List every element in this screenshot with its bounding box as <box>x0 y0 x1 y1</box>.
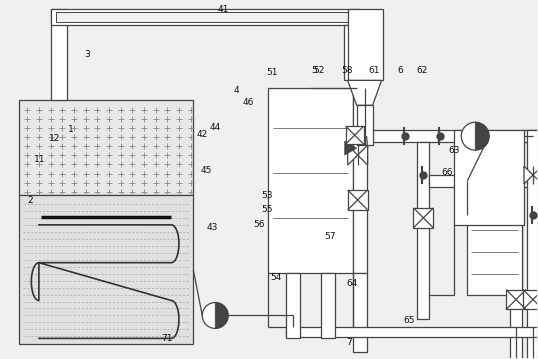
Text: 71: 71 <box>161 334 173 343</box>
Text: 42: 42 <box>196 130 208 139</box>
Bar <box>346 126 364 144</box>
Bar <box>454 130 524 225</box>
Polygon shape <box>348 80 381 105</box>
Polygon shape <box>533 166 538 184</box>
Polygon shape <box>475 122 489 150</box>
Polygon shape <box>215 303 228 328</box>
Text: 6: 6 <box>398 66 403 75</box>
Bar <box>353 272 366 352</box>
Polygon shape <box>348 145 358 165</box>
Polygon shape <box>524 166 533 184</box>
Bar <box>467 215 522 294</box>
Circle shape <box>461 122 489 150</box>
Text: 44: 44 <box>210 123 221 132</box>
Text: 4: 4 <box>234 85 239 95</box>
Bar <box>51 9 359 25</box>
Bar <box>51 9 67 100</box>
Text: 57: 57 <box>324 232 336 241</box>
Text: 65: 65 <box>404 316 415 325</box>
Bar <box>527 130 538 359</box>
Bar <box>417 142 429 320</box>
Bar <box>56 11 353 22</box>
Polygon shape <box>358 145 367 165</box>
Polygon shape <box>345 141 357 155</box>
Text: 46: 46 <box>243 98 254 107</box>
Text: 1: 1 <box>68 125 74 134</box>
Text: 64: 64 <box>346 279 358 288</box>
Text: 61: 61 <box>369 66 380 75</box>
Text: 7: 7 <box>346 338 352 347</box>
Text: 63: 63 <box>448 146 459 155</box>
Circle shape <box>202 303 228 328</box>
Text: 45: 45 <box>201 166 212 175</box>
Bar <box>286 327 538 337</box>
Text: 62: 62 <box>416 66 427 75</box>
Text: 12: 12 <box>49 134 60 143</box>
Bar <box>344 25 359 80</box>
Text: 53: 53 <box>261 191 273 200</box>
Bar <box>413 208 434 228</box>
Text: 51: 51 <box>266 68 278 77</box>
Bar <box>353 88 366 272</box>
Bar <box>321 272 335 339</box>
Text: 54: 54 <box>270 273 282 282</box>
Text: 58: 58 <box>341 66 352 75</box>
Bar <box>19 195 193 344</box>
Bar <box>506 290 526 309</box>
Bar <box>286 272 300 339</box>
Text: 55: 55 <box>261 205 273 214</box>
Text: 52: 52 <box>313 66 324 75</box>
Text: 5: 5 <box>312 66 317 75</box>
Bar <box>268 88 353 272</box>
Text: 11: 11 <box>34 155 45 164</box>
Bar <box>523 290 538 309</box>
Text: 3: 3 <box>84 50 90 59</box>
Bar <box>429 175 538 187</box>
Text: 56: 56 <box>253 220 265 229</box>
Bar <box>510 225 522 359</box>
Bar <box>348 9 383 80</box>
Text: 43: 43 <box>207 223 218 232</box>
Bar <box>524 130 538 142</box>
Bar <box>357 105 373 145</box>
Text: 41: 41 <box>218 5 229 14</box>
Bar <box>366 130 538 142</box>
Bar <box>19 100 193 195</box>
Text: 2: 2 <box>27 196 33 205</box>
Text: 66: 66 <box>441 168 452 177</box>
Bar <box>348 190 367 210</box>
